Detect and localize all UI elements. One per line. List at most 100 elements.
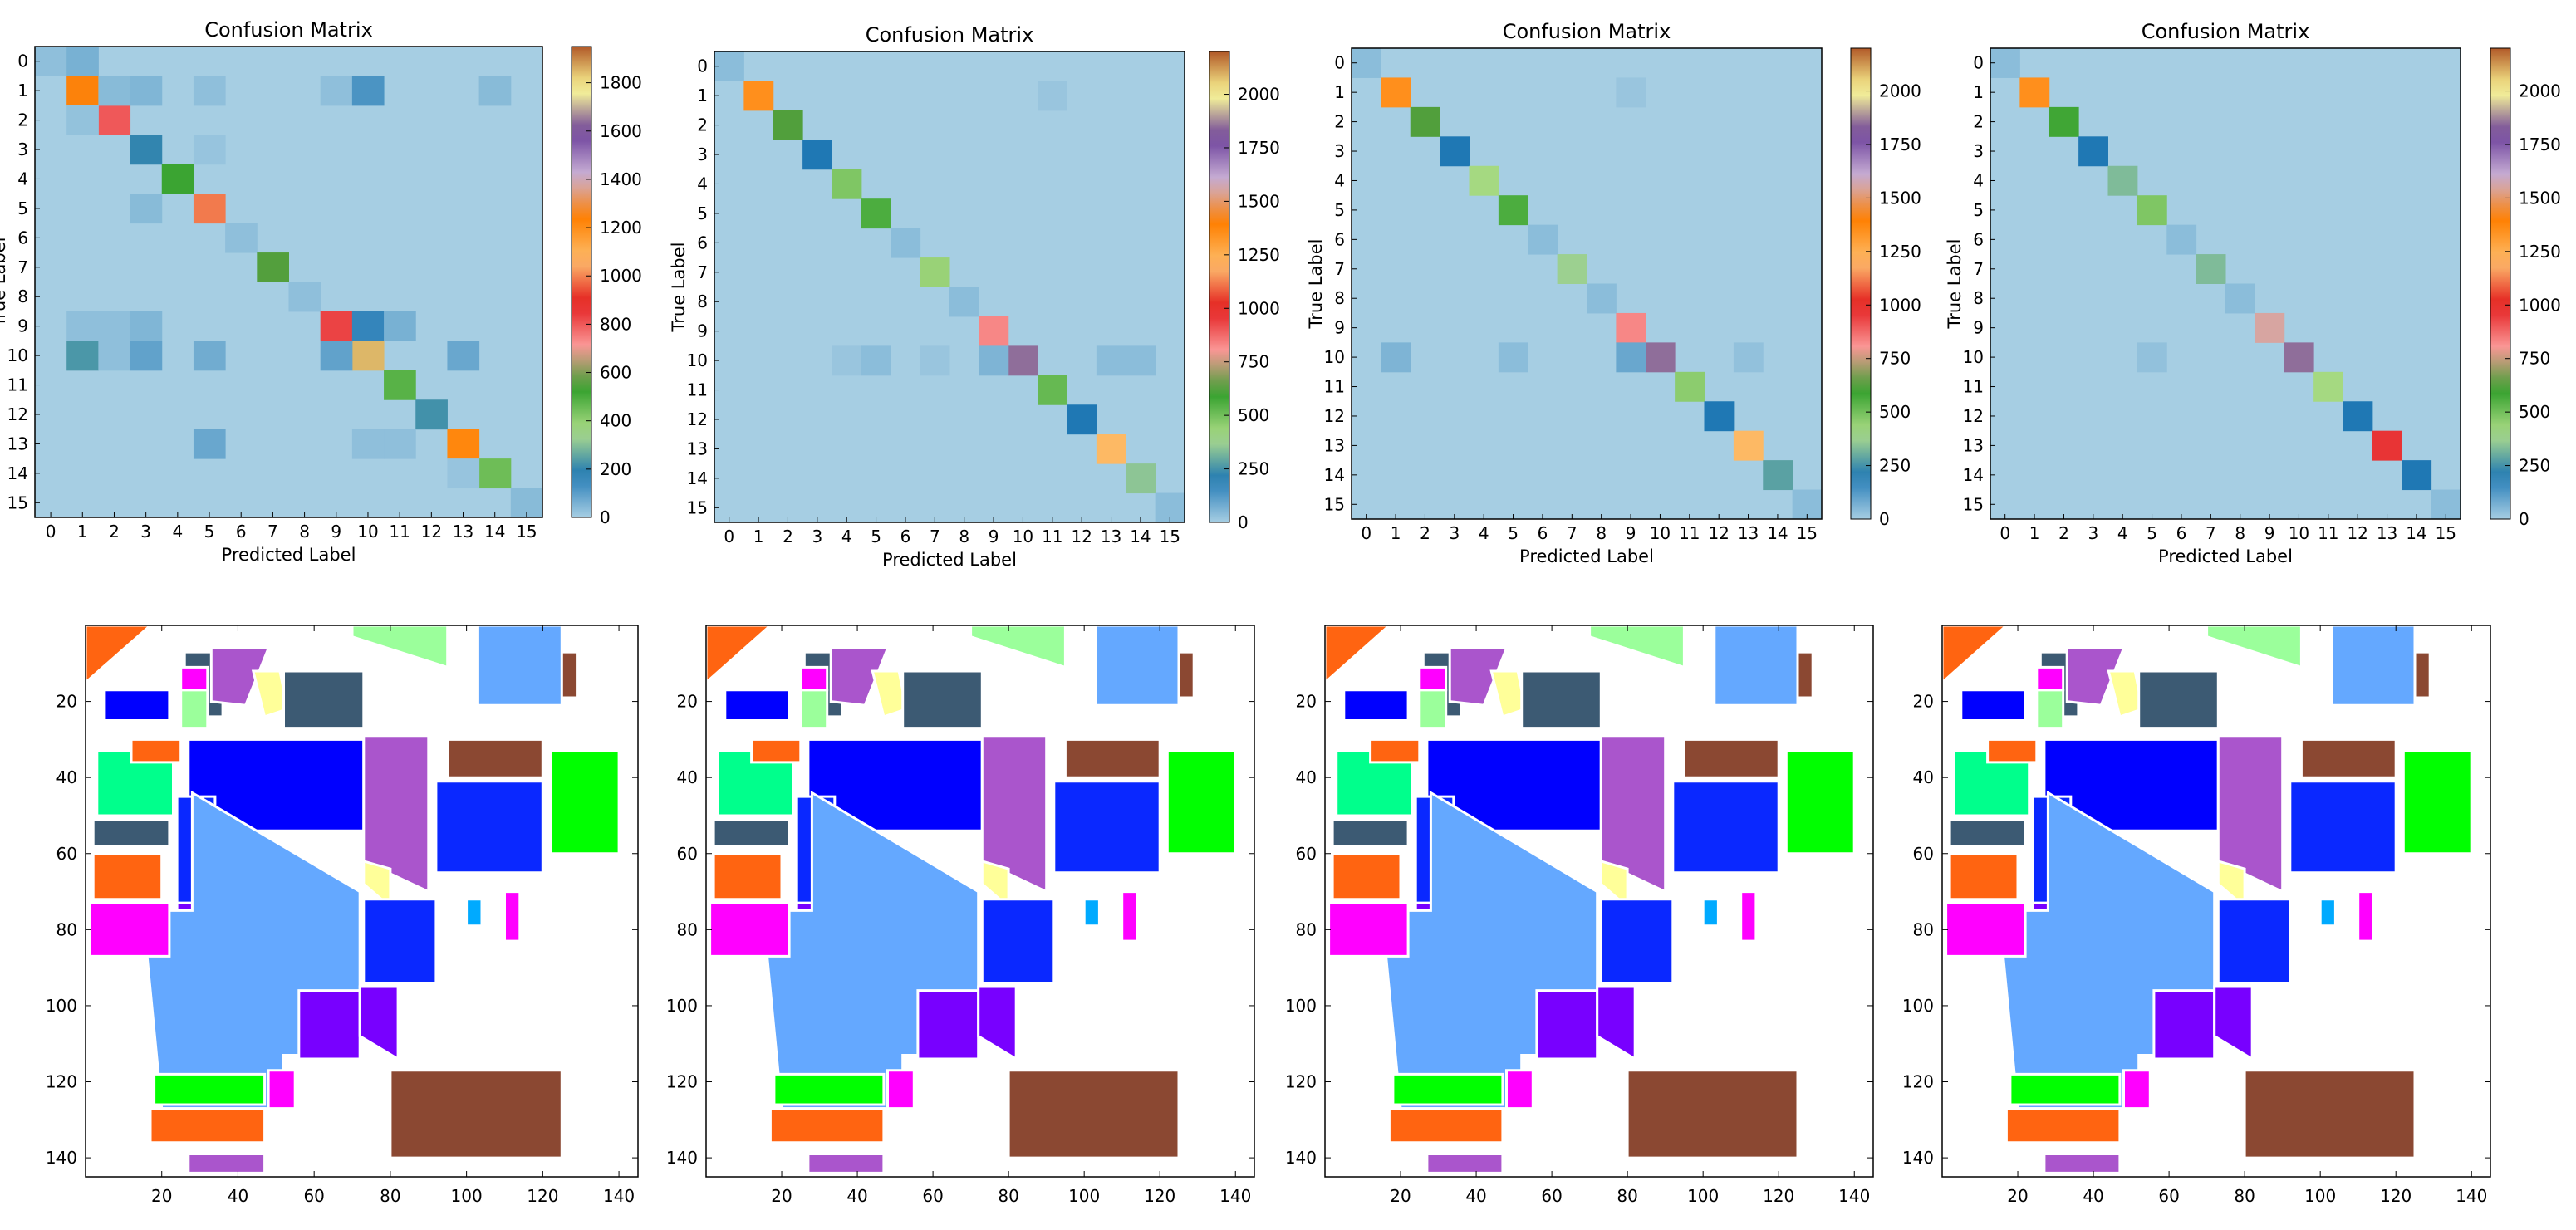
matrix-cell xyxy=(447,458,480,489)
x-tick-label: 12 xyxy=(1708,523,1729,543)
x-tick-label: 14 xyxy=(1767,523,1788,543)
chart-title: Confusion Matrix xyxy=(866,23,1034,47)
matrix-cell xyxy=(447,341,480,371)
colorbar-tick-label: 2000 xyxy=(2519,81,2561,101)
matrix-frame xyxy=(1990,47,2461,520)
y-tick-label: 14 xyxy=(7,463,28,483)
x-tick-label: 4 xyxy=(1479,523,1489,543)
y-tick-label: 0 xyxy=(1334,53,1345,73)
y-tick-label: 4 xyxy=(17,169,28,189)
colorbar-tick-label: 1600 xyxy=(600,121,642,141)
matrix-cell-diagonal xyxy=(288,282,321,312)
x-tick-label: 7 xyxy=(2206,523,2216,543)
class-region xyxy=(724,689,791,722)
y-tick-label: 14 xyxy=(1963,465,1984,485)
class-region xyxy=(446,738,544,779)
class-region xyxy=(1425,1153,1504,1174)
x-tick-label: 60 xyxy=(922,1186,943,1206)
x-tick-label: 11 xyxy=(2318,523,2338,543)
y-tick-label: 15 xyxy=(7,492,28,512)
x-tick-label: 12 xyxy=(1071,527,1092,546)
class-region xyxy=(209,647,271,707)
y-axis-label: True Label xyxy=(669,243,689,333)
y-tick-label: 15 xyxy=(687,497,708,517)
class-region xyxy=(1948,818,2027,848)
x-tick-label: 7 xyxy=(267,522,278,541)
matrix-cell-diagonal xyxy=(447,429,480,459)
matrix-cell xyxy=(351,429,385,459)
classification-map-1: 20 40 60 80 100 120 140 20 40 60 80 100 120 140 xyxy=(46,624,639,1206)
class-region xyxy=(2009,1072,2122,1106)
x-tick-label: 100 xyxy=(1687,1186,1719,1206)
y-tick-label: 11 xyxy=(687,380,708,400)
colorbar-tick-label: 0 xyxy=(1238,512,1249,532)
class-region xyxy=(476,624,563,707)
matrix-cell xyxy=(861,345,891,376)
class-region xyxy=(807,1153,886,1174)
class-region xyxy=(1165,749,1237,855)
matrix-cell xyxy=(66,311,99,341)
x-tick-label: 7 xyxy=(930,527,940,546)
matrix-cell-diagonal xyxy=(1008,345,1038,376)
y-tick-label: 6 xyxy=(1973,229,1984,249)
x-tick-label: 120 xyxy=(2380,1186,2412,1206)
y-tick-label: 5 xyxy=(17,198,28,218)
class-region xyxy=(2289,780,2397,875)
class-region xyxy=(1960,689,2027,722)
y-tick-label: 15 xyxy=(1324,494,1345,514)
class-region xyxy=(1713,624,1799,707)
map-frame xyxy=(1941,625,2491,1178)
matrix-cell xyxy=(66,105,99,135)
class-region xyxy=(1121,890,1139,943)
matrix-frame xyxy=(714,51,1185,523)
class-region xyxy=(980,898,1056,984)
matrix-cell xyxy=(193,341,226,371)
y-tick-label: 40 xyxy=(1296,767,1317,787)
matrix-cell-diagonal xyxy=(979,316,1009,346)
y-tick-label: 2 xyxy=(17,110,28,130)
y-tick-label: 10 xyxy=(1963,347,1984,367)
matrix-cell-diagonal xyxy=(2402,460,2432,491)
colorbar-tick-label: 1500 xyxy=(2519,188,2561,208)
x-tick-label: 2 xyxy=(1420,523,1430,543)
y-tick-label: 1 xyxy=(17,81,28,100)
chart-title: Confusion Matrix xyxy=(204,18,373,42)
y-tick-label: 5 xyxy=(1334,200,1345,220)
y-tick-label: 9 xyxy=(1973,318,1984,338)
y-tick-label: 10 xyxy=(687,350,708,370)
y-tick-label: 3 xyxy=(697,145,708,164)
class-region xyxy=(187,1153,267,1174)
class-region xyxy=(2402,749,2473,855)
class-region xyxy=(1739,890,1758,943)
x-tick-label: 15 xyxy=(1160,527,1180,546)
class-region xyxy=(2043,1153,2122,1174)
x-tick-label: 9 xyxy=(2264,523,2275,543)
x-tick-label: 2 xyxy=(109,522,120,541)
y-tick-label: 0 xyxy=(697,56,708,76)
matrix-cell xyxy=(130,311,163,341)
y-axis-label: True Label xyxy=(1306,239,1326,330)
chart-title: Confusion Matrix xyxy=(1503,20,1671,43)
matrix-cell xyxy=(1498,342,1528,373)
class-region xyxy=(768,1107,886,1144)
y-tick-label: 3 xyxy=(17,140,28,159)
y-tick-label: 14 xyxy=(687,468,708,488)
x-tick-label: 40 xyxy=(1465,1186,1486,1206)
colorbar xyxy=(2490,47,2511,520)
y-tick-label: 7 xyxy=(1973,259,1984,279)
matrix-cell-diagonal xyxy=(949,287,979,317)
matrix-cell-diagonal xyxy=(1469,165,1499,196)
x-tick-label: 1 xyxy=(2029,523,2040,543)
colorbar-tick-label: 500 xyxy=(2519,402,2550,422)
x-tick-label: 1 xyxy=(1391,523,1401,543)
matrix-cell-diagonal xyxy=(920,257,950,287)
colorbar xyxy=(571,46,592,518)
y-tick-label: 12 xyxy=(687,409,708,429)
matrix-cell xyxy=(1096,345,1126,376)
y-tick-label: 2 xyxy=(697,115,708,135)
matrix-cell-diagonal xyxy=(1763,460,1793,491)
colorbar-tick-label: 2000 xyxy=(1238,85,1280,105)
matrix-cell-diagonal xyxy=(891,228,921,258)
colorbar-tick-label: 750 xyxy=(1879,349,1911,369)
colorbar-tick-label: 400 xyxy=(600,411,631,431)
